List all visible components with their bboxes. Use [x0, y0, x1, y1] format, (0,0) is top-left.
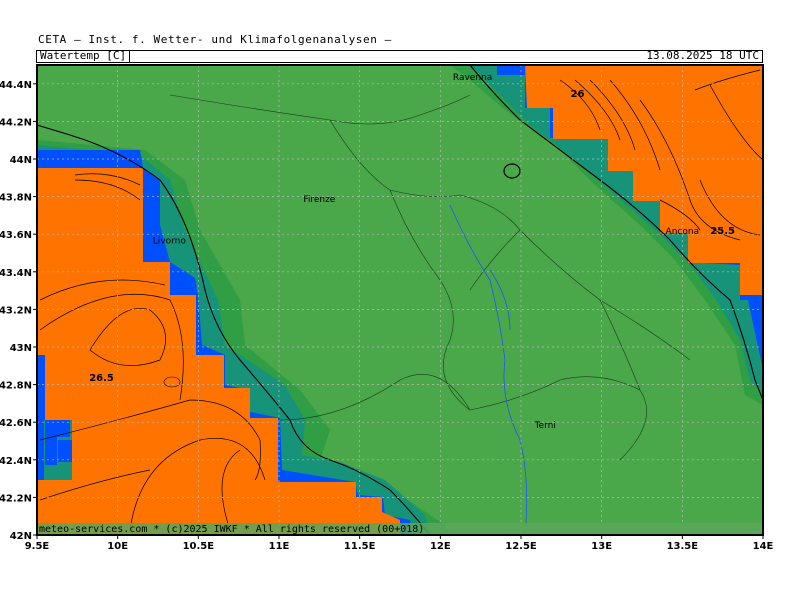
isotherm-contour: [659, 199, 701, 231]
copyright-text: meteo-services.com * (c)2025 IWKF * All …: [39, 524, 424, 535]
isotherm-contour: [699, 179, 761, 236]
lat-tick-label: 44.4N: [0, 80, 32, 91]
coastline-west: [37, 124, 431, 535]
lat-tick-label: 42.2N: [0, 493, 32, 504]
lon-tick-label: 12.5E: [505, 541, 537, 552]
institution-header: CETA — Inst. f. Wetter- und Klimafolgena…: [38, 33, 392, 46]
lon-tick-label: 10E: [107, 541, 128, 552]
contour-value-label: 25.5: [710, 226, 735, 237]
isotherm-contour: [74, 173, 141, 186]
lat-tick-label: 43.8N: [0, 193, 32, 204]
lat-tick-label: 42N: [10, 531, 32, 542]
lat-tick-label: 43.6N: [0, 230, 32, 241]
isotherm-contour: [39, 279, 166, 301]
isotherm-contour: [709, 84, 763, 161]
valid-datetime: 13.08.2025 18 UTC: [646, 49, 759, 62]
lon-tick-label: 11.5E: [344, 541, 376, 552]
regional-border: [329, 119, 521, 231]
isotherm-contour: [39, 469, 151, 501]
lat-tick-label: 43.4N: [0, 268, 32, 279]
regional-border: [599, 299, 641, 391]
lon-tick-label: 13.5E: [667, 541, 699, 552]
island-outline: [163, 376, 181, 388]
lon-tick-label: 12E: [430, 541, 451, 552]
isotherm-contour: [39, 294, 184, 401]
city-label: Ravenna: [453, 73, 492, 83]
river: [489, 269, 511, 331]
regional-border: [469, 229, 521, 291]
lat-tick-label: 43N: [10, 343, 32, 354]
lat-tick-label: 43.2N: [0, 305, 32, 316]
map-subheader: Watertemp [C] 13.08.2025 18 UTC: [36, 50, 763, 63]
city-label: Firenze: [303, 195, 335, 205]
river: [449, 204, 528, 535]
isotherm-contour: [559, 79, 601, 131]
isotherm-contour: [89, 308, 166, 366]
isotherm-contour: [39, 399, 261, 481]
regional-border: [469, 376, 647, 461]
city-label: Livorno: [153, 237, 187, 247]
city-label: Terni: [534, 421, 556, 431]
parameter-label: Watertemp [C]: [40, 50, 131, 62]
lat-tick-label: 42.8N: [0, 381, 32, 392]
isotherm-contour: [221, 449, 241, 531]
contour-value-label: 26: [571, 89, 585, 100]
warm-water-east: [525, 65, 763, 295]
isotherm-contour: [609, 79, 661, 171]
lat-tick-label: 44N: [10, 155, 32, 166]
lon-tick-label: 9.5E: [25, 541, 50, 552]
lat-tick-label: 42.6N: [0, 418, 32, 429]
map-frame: [36, 64, 764, 536]
contour-value-label: 26.5: [89, 373, 114, 384]
lat-tick-label: 44.2N: [0, 117, 32, 128]
isotherm-contour: [574, 79, 621, 141]
isotherm-contour: [74, 179, 141, 201]
map-axes: 9.5E 10E 10.5E 11E 11.5E 12E 12.5E 13E 13.5E 14E 4…: [0, 64, 774, 552]
lon-tick-label: 13E: [591, 541, 612, 552]
lat-tick-label: 42.4N: [0, 456, 32, 467]
isotherm-contour: [639, 99, 741, 241]
lon-tick-label: 10.5E: [183, 541, 215, 552]
lon-tick-label: 14E: [753, 541, 774, 552]
warm-water-west: [37, 168, 400, 535]
regional-border: [389, 189, 471, 411]
coastline-east: [469, 65, 763, 401]
copyright-strip: [37, 523, 763, 535]
regional-border: [169, 94, 471, 125]
isotherm-contour: [589, 79, 636, 151]
coastal-blue-band: [45, 420, 70, 465]
coastal-blue-band: [37, 355, 44, 420]
city-label: Ancona: [666, 227, 700, 237]
lake-outline: [503, 163, 521, 179]
map-plot-area: Ravenna Firenze Livorno Ancona Terni 26 25.5 26…: [37, 65, 763, 535]
isotherm-contour: [129, 438, 266, 531]
lon-tick-label: 11E: [269, 541, 290, 552]
isotherm-contour: [694, 69, 761, 91]
